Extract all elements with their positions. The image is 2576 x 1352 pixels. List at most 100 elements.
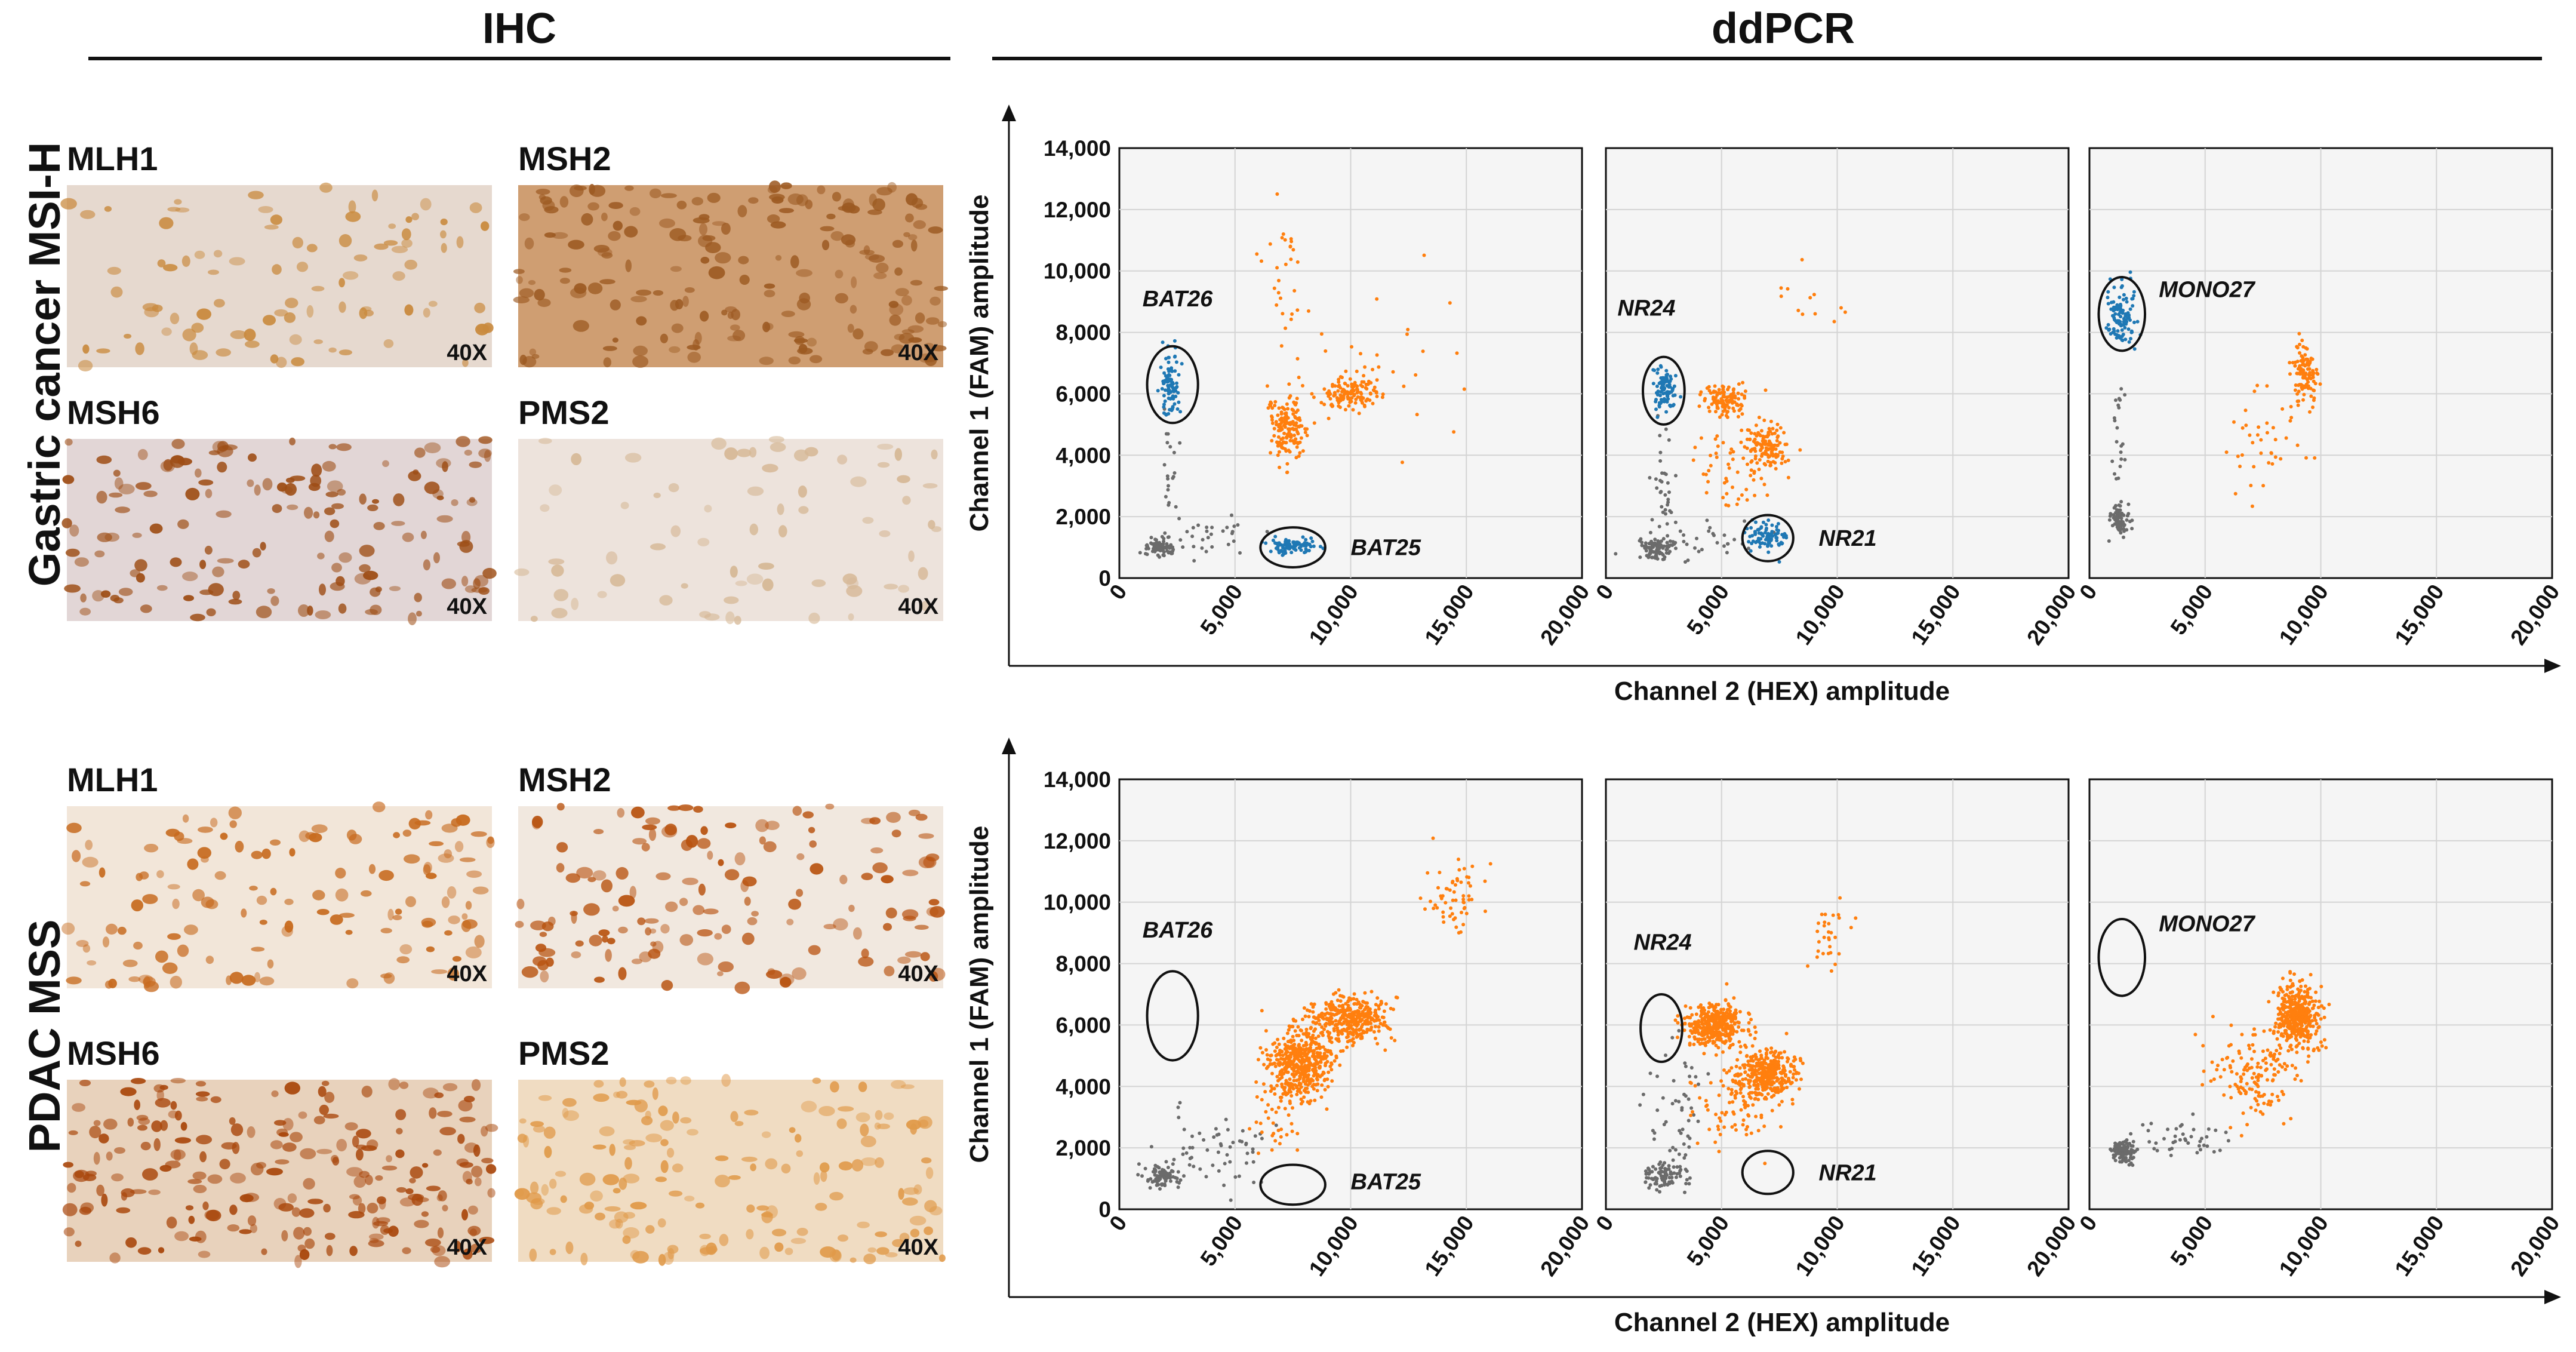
ihc-nucleus bbox=[705, 242, 721, 253]
droplet-point bbox=[1740, 412, 1744, 416]
droplet-point bbox=[1344, 369, 1348, 373]
ihc-nucleus bbox=[267, 588, 275, 594]
droplet-point bbox=[1313, 1072, 1318, 1076]
ihc-nucleus bbox=[125, 1237, 137, 1248]
ihc-nucleus bbox=[832, 192, 841, 202]
droplet-point bbox=[1275, 1053, 1279, 1057]
droplet-point bbox=[1691, 458, 1695, 462]
droplet-point bbox=[1310, 392, 1314, 396]
droplet-point bbox=[1312, 1002, 1316, 1006]
droplet-point bbox=[1684, 1004, 1688, 1008]
droplet-point bbox=[1639, 537, 1643, 541]
ihc-nucleus bbox=[553, 589, 569, 601]
ihc-nucleus bbox=[116, 1207, 131, 1213]
droplet-point bbox=[2106, 290, 2110, 294]
droplet-point bbox=[1462, 387, 1466, 391]
ihc-nucleus bbox=[318, 1086, 327, 1097]
droplet-point bbox=[1276, 435, 1281, 439]
droplet-point bbox=[1727, 466, 1731, 470]
droplet-point bbox=[1753, 457, 1758, 460]
droplet-point bbox=[1296, 1065, 1300, 1069]
ihc-nucleus bbox=[618, 1177, 627, 1190]
droplet-point bbox=[1284, 1078, 1288, 1083]
ihc-nucleus bbox=[335, 868, 346, 879]
droplet-point bbox=[1682, 533, 1686, 537]
ihc-nucleus bbox=[336, 576, 345, 586]
droplet-point bbox=[1669, 543, 1673, 547]
droplet-point bbox=[1694, 1075, 1698, 1079]
droplet-point bbox=[1172, 355, 1177, 359]
ihc-nucleus bbox=[906, 193, 918, 206]
ihc-nucleus bbox=[416, 1197, 429, 1202]
ihc-nucleus bbox=[590, 1190, 603, 1202]
ihc-nucleus bbox=[700, 1247, 716, 1255]
droplet-point bbox=[1735, 403, 1739, 407]
droplet-point bbox=[1305, 1086, 1309, 1090]
ddpcr-plots: 02,0004,0006,0008,00010,00012,00014,0000… bbox=[1044, 136, 2565, 1280]
ihc-nucleus bbox=[652, 1087, 658, 1100]
ihc-nucleus bbox=[853, 927, 862, 940]
y-tick-label: 6,000 bbox=[1055, 382, 1111, 406]
x-tick-label: 10,000 bbox=[1791, 1211, 1849, 1280]
gate-label-bat25: BAT25 bbox=[1351, 536, 1421, 561]
droplet-point bbox=[1304, 1027, 1309, 1031]
droplet-point bbox=[1661, 553, 1665, 557]
droplet-point bbox=[1753, 493, 1757, 497]
droplet-point bbox=[1158, 1187, 1162, 1191]
droplet-point bbox=[1715, 540, 1719, 545]
droplet-point bbox=[1327, 1004, 1331, 1008]
ihc-nucleus bbox=[100, 590, 111, 598]
droplet-point bbox=[1661, 379, 1666, 383]
ihc-nucleus bbox=[382, 460, 389, 467]
droplet-point bbox=[1771, 426, 1775, 431]
ihc-nucleus bbox=[873, 272, 887, 279]
ihc-nucleus bbox=[761, 1212, 773, 1218]
droplet-point bbox=[1271, 538, 1275, 542]
ihc-nucleus bbox=[254, 972, 260, 982]
row-label-pdac: PDAC MSS bbox=[20, 920, 69, 1153]
droplet-point bbox=[1726, 385, 1731, 389]
ihc-nucleus bbox=[451, 499, 458, 506]
ihc-nucleus bbox=[312, 890, 325, 901]
droplet-point bbox=[1383, 1048, 1387, 1052]
ihc-nucleus bbox=[734, 852, 746, 866]
ihc-nucleus bbox=[63, 1162, 73, 1168]
ihc-nucleus bbox=[281, 486, 293, 494]
droplet-point bbox=[1650, 518, 1654, 522]
droplet-point bbox=[1276, 1062, 1280, 1066]
droplet-point bbox=[1279, 344, 1284, 348]
droplet-point bbox=[1322, 1027, 1327, 1031]
ihc-nucleus bbox=[259, 976, 275, 986]
droplet-point bbox=[1176, 1170, 1180, 1174]
ihc-nucleus bbox=[386, 1155, 392, 1163]
droplet-point bbox=[1401, 460, 1404, 465]
ihc-nucleus bbox=[342, 271, 359, 280]
droplet-point bbox=[1706, 480, 1710, 484]
ihc-nucleus bbox=[452, 955, 461, 962]
ihc-nucleus bbox=[167, 933, 181, 940]
droplet-point bbox=[1737, 1080, 1741, 1084]
droplet-point bbox=[1769, 444, 1774, 448]
ihc-nucleus bbox=[537, 298, 551, 308]
droplet-point bbox=[1275, 1045, 1279, 1049]
droplet-point bbox=[1689, 1066, 1694, 1070]
ihc-marker-label: PMS2 bbox=[518, 1034, 610, 1072]
droplet-point bbox=[1652, 542, 1656, 546]
droplet-point bbox=[1320, 1073, 1324, 1077]
ihc-nucleus bbox=[513, 296, 530, 303]
ihc-nucleus bbox=[287, 504, 298, 511]
droplet-point bbox=[1667, 1164, 1671, 1168]
droplet-point bbox=[1749, 468, 1753, 472]
ihc-nucleus bbox=[278, 1203, 294, 1212]
droplet-point bbox=[1790, 1098, 1795, 1102]
droplet-point bbox=[1743, 389, 1747, 394]
droplet-point bbox=[1752, 471, 1756, 475]
droplet-point bbox=[1300, 1070, 1304, 1074]
ihc-nucleus bbox=[174, 1137, 191, 1144]
ihc-nucleus bbox=[540, 970, 549, 983]
y-tick-label: 0 bbox=[1098, 566, 1111, 591]
droplet-point bbox=[1648, 1183, 1652, 1187]
ihc-nucleus bbox=[788, 331, 805, 338]
droplet-point bbox=[1343, 408, 1347, 411]
droplet-point bbox=[1289, 435, 1293, 440]
